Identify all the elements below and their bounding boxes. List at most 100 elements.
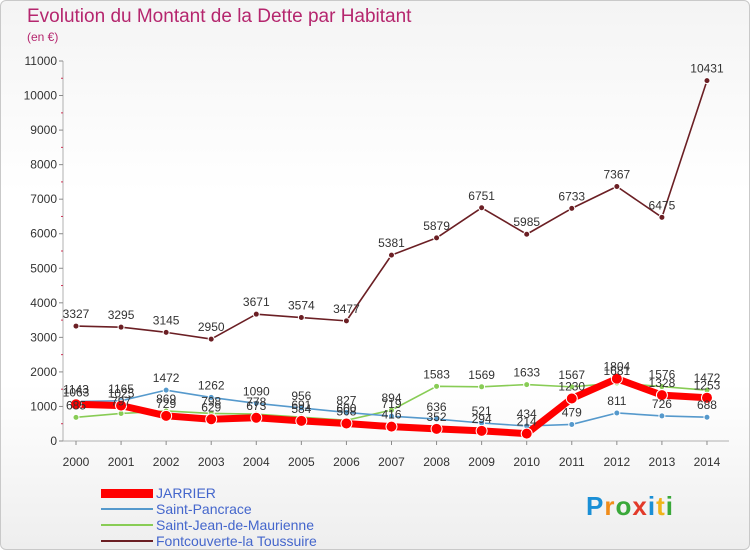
x-tick-label: 2002 [153, 455, 180, 469]
data-label: 7367 [603, 168, 630, 182]
data-label: 5879 [423, 219, 450, 233]
data-label: 3477 [333, 302, 360, 316]
data-label: 1804 [603, 360, 630, 374]
x-tick-label: 2008 [423, 455, 450, 469]
data-point [70, 398, 82, 411]
x-tick-label: 2012 [603, 455, 630, 469]
legend-swatch [101, 524, 153, 526]
data-label: 691 [291, 398, 311, 412]
data-label: 1633 [513, 366, 540, 380]
data-point [478, 204, 486, 212]
y-tick-label: 3000 [30, 330, 57, 344]
x-tick-label: 2007 [378, 455, 405, 469]
legend-label: Fontcouverte-la Toussuire [156, 533, 317, 549]
data-label: 508 [336, 404, 356, 418]
logo-letter: x [632, 491, 648, 521]
data-point [207, 393, 215, 401]
y-tick-label: 0 [50, 434, 57, 448]
data-point [565, 392, 578, 405]
x-tick-label: 2010 [513, 455, 540, 469]
data-point [520, 427, 533, 440]
data-label: 1262 [198, 378, 225, 392]
data-label: 294 [472, 412, 492, 426]
legend-label: Saint-Pancrace [156, 501, 252, 517]
x-tick-label: 2013 [649, 455, 676, 469]
data-point [658, 412, 666, 420]
data-label: 1328 [649, 376, 676, 390]
x-tick-label: 2011 [559, 455, 585, 469]
data-point [205, 413, 218, 426]
y-tick-label: 1000 [30, 399, 57, 413]
logo-letter: i [665, 491, 674, 521]
data-label: 688 [697, 398, 717, 412]
data-label: 6475 [649, 198, 676, 212]
data-point [342, 317, 350, 325]
legend-label: JARRIER [156, 485, 216, 501]
data-point [252, 310, 260, 318]
data-point [117, 323, 125, 331]
y-tick-label: 10000 [24, 89, 58, 103]
chart-title: Evolution du Montant de la Dette par Hab… [27, 6, 412, 27]
proxiti-logo: Proxiti [586, 491, 674, 522]
x-tick-label: 2000 [63, 455, 90, 469]
data-point [72, 413, 80, 421]
data-point [297, 314, 305, 322]
x-tick-label: 2005 [288, 455, 315, 469]
data-point [658, 213, 666, 221]
legend-label: Saint-Jean-de-Maurienne [156, 517, 314, 533]
data-label: 719 [381, 397, 401, 411]
data-point [72, 322, 80, 330]
data-point [523, 381, 531, 389]
legend-swatch [101, 508, 153, 510]
data-point [162, 328, 170, 336]
chart-unit: (en €) [27, 30, 59, 44]
data-point [613, 409, 621, 417]
data-point [430, 422, 443, 435]
data-point [613, 183, 621, 191]
y-tick-label: 8000 [30, 158, 57, 172]
data-point [568, 204, 576, 212]
data-point [700, 391, 713, 404]
x-tick-label: 2014 [694, 455, 721, 469]
logo-letter: i [647, 491, 657, 521]
x-tick-label: 2001 [108, 455, 135, 469]
data-label: 798 [201, 394, 221, 408]
data-point [478, 383, 486, 391]
data-label: 1165 [108, 382, 134, 396]
data-label: 521 [472, 404, 492, 418]
series-line [75, 79, 708, 340]
data-label: 629 [201, 400, 221, 414]
data-point [703, 413, 711, 421]
data-label: 1253 [694, 379, 721, 393]
data-point [433, 382, 441, 390]
data-point [655, 389, 668, 402]
data-point [297, 404, 305, 412]
x-tick-label: 2003 [198, 455, 225, 469]
data-point [252, 399, 260, 407]
data-label: 1025 [108, 387, 135, 401]
data-label: 778 [246, 395, 266, 409]
data-point [568, 420, 576, 428]
data-label: 3327 [63, 307, 90, 321]
data-point [295, 414, 308, 427]
data-label: 673 [246, 399, 266, 413]
logo-letter: P [586, 491, 605, 521]
data-point [340, 417, 353, 430]
data-point [387, 251, 395, 259]
data-label: 10431 [690, 62, 724, 76]
data-label: 1576 [649, 368, 676, 382]
data-label: 1090 [243, 384, 270, 398]
data-point [115, 399, 128, 412]
data-point [385, 420, 398, 433]
data-label: 5381 [378, 236, 405, 250]
data-point [207, 335, 215, 343]
y-tick-label: 6000 [30, 227, 57, 241]
data-label: 1472 [153, 371, 180, 385]
data-label: 1583 [423, 367, 450, 381]
data-point [433, 234, 441, 242]
data-label: 3295 [108, 308, 135, 322]
legend-swatch [101, 540, 153, 542]
data-label: 3574 [288, 299, 315, 313]
data-point [433, 415, 441, 423]
data-point [387, 412, 395, 420]
